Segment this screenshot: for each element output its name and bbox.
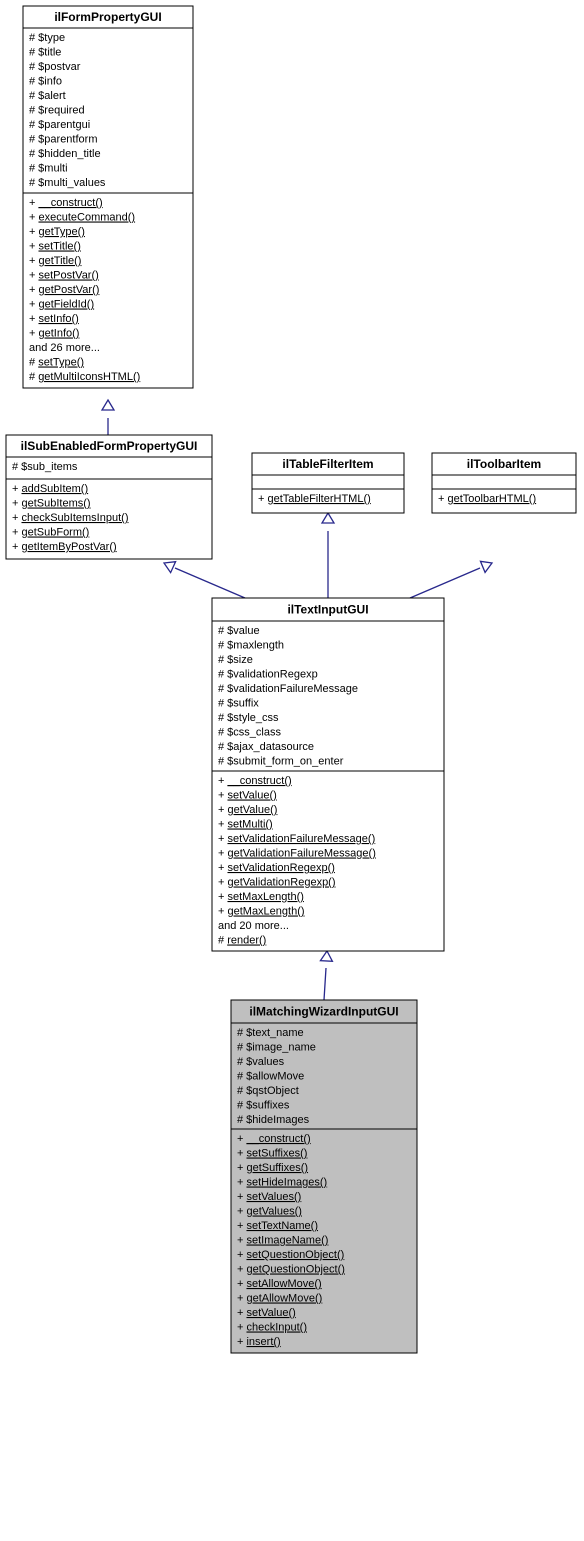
method-line: + setPostVar() [29, 270, 99, 282]
method-line: and 26 more... [29, 342, 100, 354]
method-line: + insert() [237, 1336, 281, 1348]
method-line: + getMaxLength() [218, 906, 305, 918]
attr-line: # $suffixes [237, 1100, 290, 1112]
method-line: + getItemByPostVar() [12, 541, 117, 553]
attr-line: # $allowMove [237, 1071, 304, 1083]
attr-line: # $maxlength [218, 640, 284, 652]
attr-line: # $image_name [237, 1042, 316, 1054]
attr-line: # $parentgui [29, 119, 90, 131]
attr-line: # $size [218, 654, 253, 666]
method-line: + setSuffixes() [237, 1148, 307, 1160]
method-line: + setMulti() [218, 819, 273, 831]
method-line: + getTableFilterHTML() [258, 493, 371, 505]
method-line: # setType() [29, 357, 84, 369]
attr-line: # $ajax_datasource [218, 741, 314, 753]
attr-line: # $value [218, 625, 260, 637]
class-ilTableFilterItem: ilTableFilterItem + getTableFilterHTML() [252, 453, 404, 513]
attr-line: # $style_css [218, 712, 279, 724]
attr-line: # $css_class [218, 727, 281, 739]
attr-line: # $multi [29, 163, 68, 175]
attr-line: # $submit_form_on_enter [218, 756, 344, 768]
method-line: + getPostVar() [29, 284, 99, 296]
method-line: + __construct() [29, 197, 103, 209]
attr-line: # $multi_values [29, 177, 106, 189]
attr-line: # $required [29, 105, 85, 117]
attr-line: # $type [29, 32, 65, 44]
method-line: + setValues() [237, 1191, 301, 1203]
attr-line: # $validationFailureMessage [218, 683, 358, 695]
class-title: ilTextInputGUI [287, 603, 368, 617]
method-line: + getValues() [237, 1206, 302, 1218]
method-line: + __construct() [237, 1133, 311, 1145]
method-line: + setQuestionObject() [237, 1249, 344, 1261]
class-title: ilFormPropertyGUI [54, 10, 161, 24]
method-line: + executeCommand() [29, 212, 135, 224]
method-line: # getMultiIconsHTML() [29, 371, 140, 383]
method-line: + getSubForm() [12, 527, 89, 539]
attr-line: # $suffix [218, 698, 259, 710]
method-line: + getType() [29, 226, 85, 238]
method-line: + addSubItem() [12, 483, 88, 495]
method-line: + getTitle() [29, 255, 81, 267]
method-line: + setMaxLength() [218, 891, 304, 903]
method-line: + setAllowMove() [237, 1278, 322, 1290]
method-line: + setValidationRegexp() [218, 862, 335, 874]
method-line: + getSubItems() [12, 498, 91, 510]
method-line: + checkInput() [237, 1322, 307, 1334]
method-line: + setTextName() [237, 1220, 318, 1232]
attr-line: # $qstObject [237, 1085, 299, 1097]
attr-line: # $hideImages [237, 1114, 310, 1126]
method-line: + getValidationRegexp() [218, 877, 336, 889]
method-line: and 20 more... [218, 920, 289, 932]
method-line: + getValue() [218, 804, 277, 816]
method-line: + setImageName() [237, 1235, 328, 1247]
attr-line: # $text_name [237, 1027, 304, 1039]
class-title: ilToolbarItem [467, 457, 541, 471]
uml-diagram: ilFormPropertyGUI # $type # $title # $postv… [0, 0, 584, 1541]
class-ilFormPropertyGUI: ilFormPropertyGUI # $type # $title # $postv… [23, 6, 193, 388]
method-line: + getQuestionObject() [237, 1264, 345, 1276]
attr-line: # $validationRegexp [218, 669, 318, 681]
method-line: + setValue() [237, 1307, 296, 1319]
method-line: + getAllowMove() [237, 1293, 322, 1305]
method-line: + getToolbarHTML() [438, 493, 536, 505]
method-line: + checkSubItemsInput() [12, 512, 128, 524]
attr-line: # $values [237, 1056, 285, 1068]
method-line: + __construct() [218, 775, 292, 787]
attr-line: # $postvar [29, 61, 81, 73]
class-title: ilMatchingWizardInputGUI [249, 1005, 398, 1019]
class-ilToolbarItem: ilToolbarItem + getToolbarHTML() [432, 453, 576, 513]
method-line: + setValue() [218, 790, 277, 802]
attr-line: # $hidden_title [29, 148, 101, 160]
attr-line: # $info [29, 76, 62, 88]
method-line: + getValidationFailureMessage() [218, 848, 376, 860]
method-line: + getFieldId() [29, 299, 94, 311]
attr-line: # $parentform [29, 134, 97, 146]
attr-line: # $alert [29, 90, 66, 102]
class-ilSubEnabledFormPropertyGUI: ilSubEnabledFormPropertyGUI # $sub_items +… [6, 435, 212, 559]
class-ilMatchingWizardInputGUI: ilMatchingWizardInputGUI # $text_name # $i… [231, 1000, 417, 1353]
method-line: + setTitle() [29, 241, 81, 253]
class-title: ilSubEnabledFormPropertyGUI [21, 439, 198, 453]
class-title: ilTableFilterItem [282, 457, 373, 471]
attr-line: # $sub_items [12, 461, 78, 473]
method-line: + getSuffixes() [237, 1162, 308, 1174]
method-line: + setHideImages() [237, 1177, 327, 1189]
attr-line: # $title [29, 47, 61, 59]
method-line: + getInfo() [29, 328, 79, 340]
class-ilTextInputGUI: ilTextInputGUI # $value # $maxlength # $siz… [212, 598, 444, 951]
method-line: + setValidationFailureMessage() [218, 833, 375, 845]
method-line: + setInfo() [29, 313, 79, 325]
method-line: # render() [218, 935, 266, 947]
